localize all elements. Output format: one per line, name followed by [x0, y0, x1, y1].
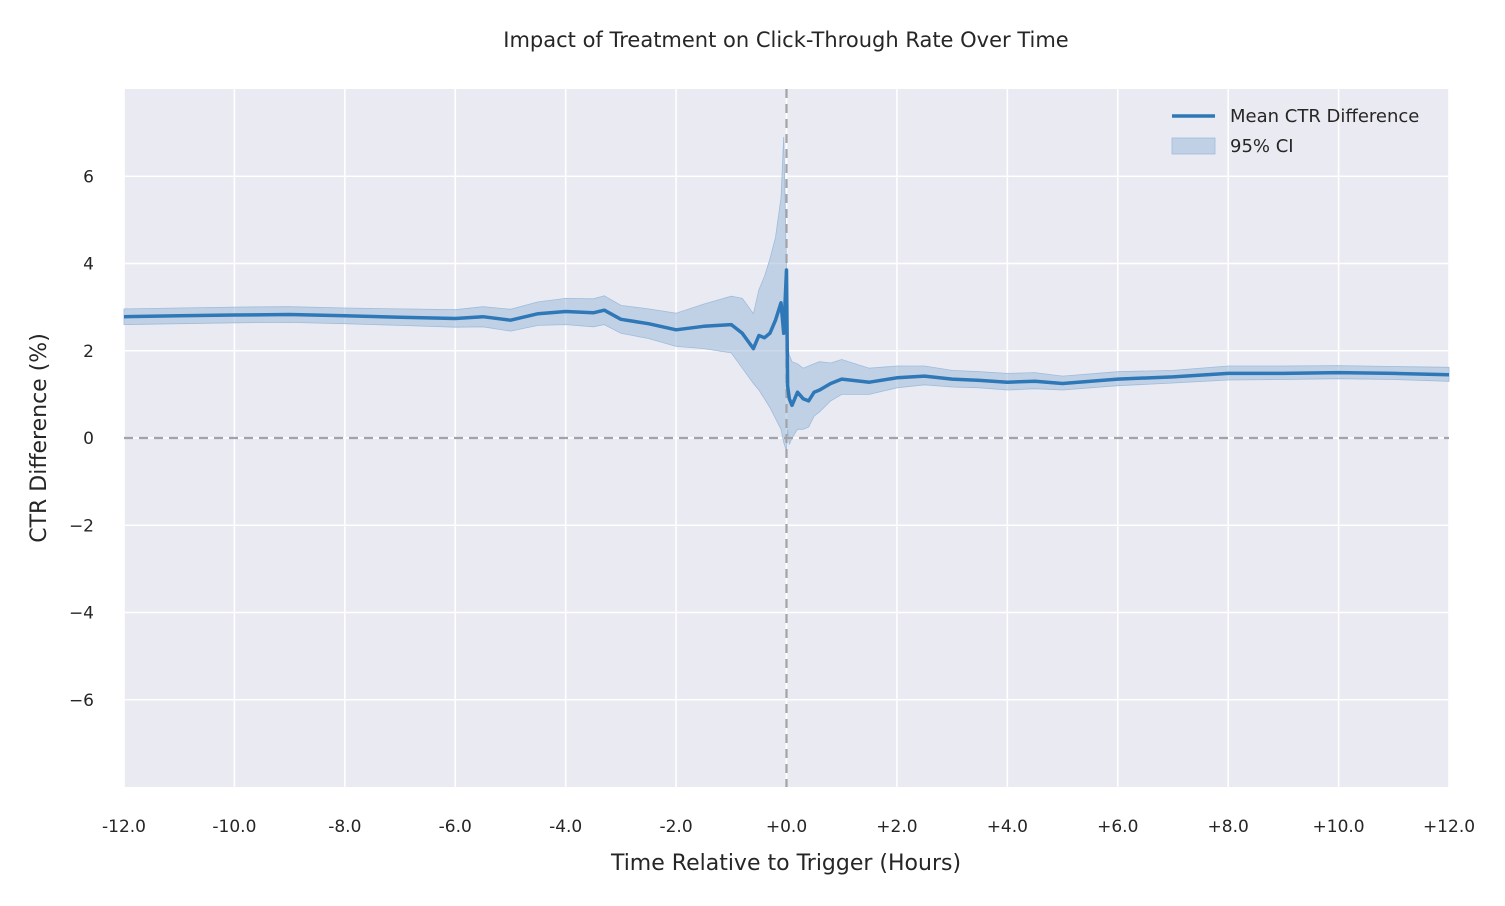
y-tick-label: 2 — [83, 342, 94, 362]
x-tick-label: -2.0 — [659, 817, 692, 837]
y-tick-label: −6 — [69, 691, 94, 711]
mean-ctr-line — [123, 268, 1450, 408]
x-tick-label: +4.0 — [987, 817, 1028, 837]
x-tick-label: -6.0 — [439, 817, 472, 837]
y-tick-label: 0 — [83, 429, 94, 449]
x-tick-label: +2.0 — [876, 817, 917, 837]
legend: Mean CTR Difference 95% CI — [1171, 106, 1419, 157]
mean-line-layer — [123, 268, 1450, 408]
y-tick-label: 6 — [83, 167, 94, 187]
x-tick-labels: -12.0 -10.0 -8.0 -6.0 -4.0 -2.0 +0.0 +2.0 +4.0 +6… — [102, 817, 1475, 837]
x-tick-label: -8.0 — [328, 817, 361, 837]
y-tick-label: 4 — [83, 255, 94, 275]
y-tick-label: −4 — [69, 604, 94, 624]
x-tick-label: -12.0 — [102, 817, 146, 837]
y-tick-labels: −6 −4 −2 0 2 4 6 — [69, 167, 94, 711]
x-tick-label: +10.0 — [1313, 817, 1365, 837]
chart-title: Impact of Treatment on Click-Through Rat… — [503, 28, 1068, 52]
y-tick-label: −2 — [69, 516, 94, 536]
x-axis-title: Time Relative to Trigger (Hours) — [610, 851, 961, 876]
reference-lines — [124, 89, 1449, 787]
legend-label-mean: Mean CTR Difference — [1230, 106, 1419, 127]
x-tick-label: +8.0 — [1208, 817, 1249, 837]
x-tick-label: +6.0 — [1097, 817, 1138, 837]
legend-label-ci: 95% CI — [1230, 136, 1294, 157]
x-tick-label: -4.0 — [549, 817, 582, 837]
y-axis-title: CTR Difference (%) — [27, 333, 52, 543]
x-tick-label: -10.0 — [212, 817, 256, 837]
x-tick-label: +12.0 — [1423, 817, 1475, 837]
x-tick-label: +0.0 — [766, 817, 807, 837]
legend-band-swatch — [1171, 137, 1216, 155]
